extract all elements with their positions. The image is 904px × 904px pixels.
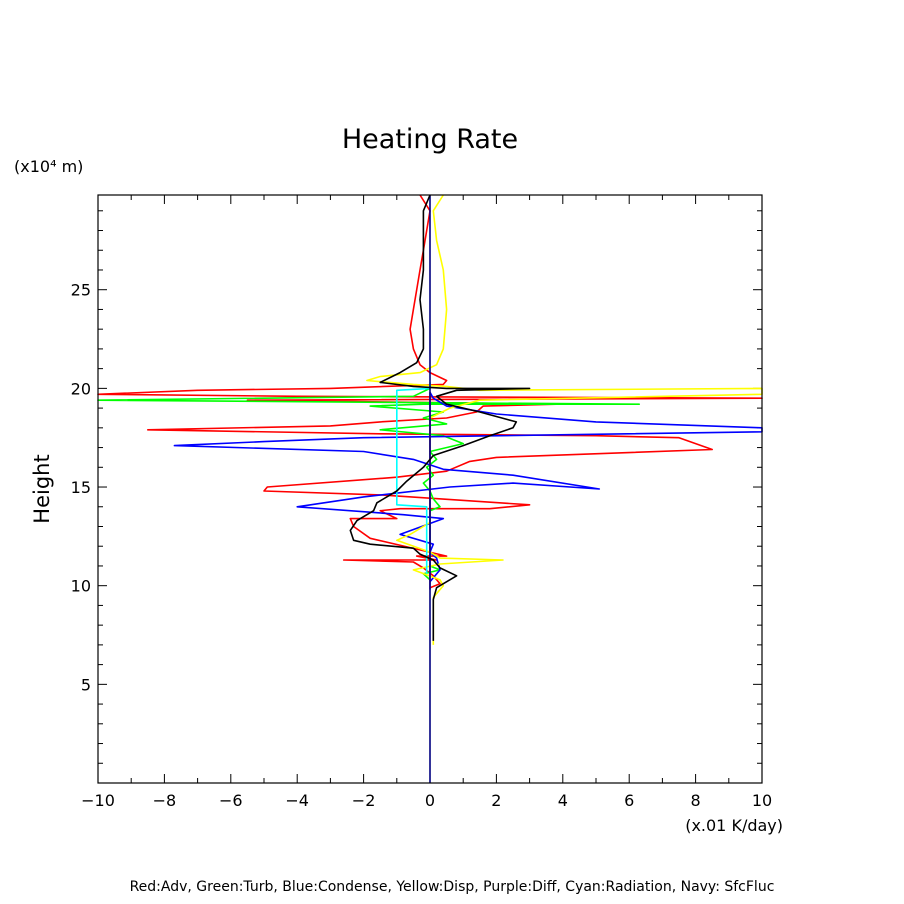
series-line-adv xyxy=(97,194,763,589)
x-tick-label: 0 xyxy=(425,791,435,810)
y-axis-label: Height xyxy=(30,454,54,523)
series-line-disp xyxy=(366,194,763,645)
series-line-turb xyxy=(97,384,641,581)
y-tick-label: 25 xyxy=(71,281,91,300)
y-tick-label: 20 xyxy=(71,379,91,398)
plot-frame xyxy=(97,194,763,784)
chart-title: Heating Rate xyxy=(342,124,518,155)
legend-caption: Red:Adv, Green:Turb, Blue:Condense, Yell… xyxy=(130,879,775,895)
x-tick-label: 6 xyxy=(624,791,634,810)
y-axis-unit: (x10⁴ m) xyxy=(14,157,83,176)
x-tick-label: −8 xyxy=(153,791,177,810)
series-line-total xyxy=(349,194,531,641)
series-line-radiation xyxy=(395,382,431,574)
x-tick-label: 2 xyxy=(491,791,501,810)
x-tick-label: −6 xyxy=(219,791,243,810)
x-tick-label: 8 xyxy=(691,791,701,810)
x-tick-label: 4 xyxy=(558,791,568,810)
y-tick-label: 15 xyxy=(71,478,91,497)
x-tick-label: 10 xyxy=(752,791,772,810)
x-tick-label: −2 xyxy=(352,791,376,810)
series-line-condense xyxy=(173,391,763,583)
series-lines xyxy=(97,194,763,783)
x-tick-label: −4 xyxy=(285,791,309,810)
y-tick-label: 10 xyxy=(71,577,91,596)
x-tick-label: −10 xyxy=(81,791,115,810)
y-tick-label: 5 xyxy=(81,675,91,694)
x-axis-unit: (x.01 K/day) xyxy=(685,816,783,835)
